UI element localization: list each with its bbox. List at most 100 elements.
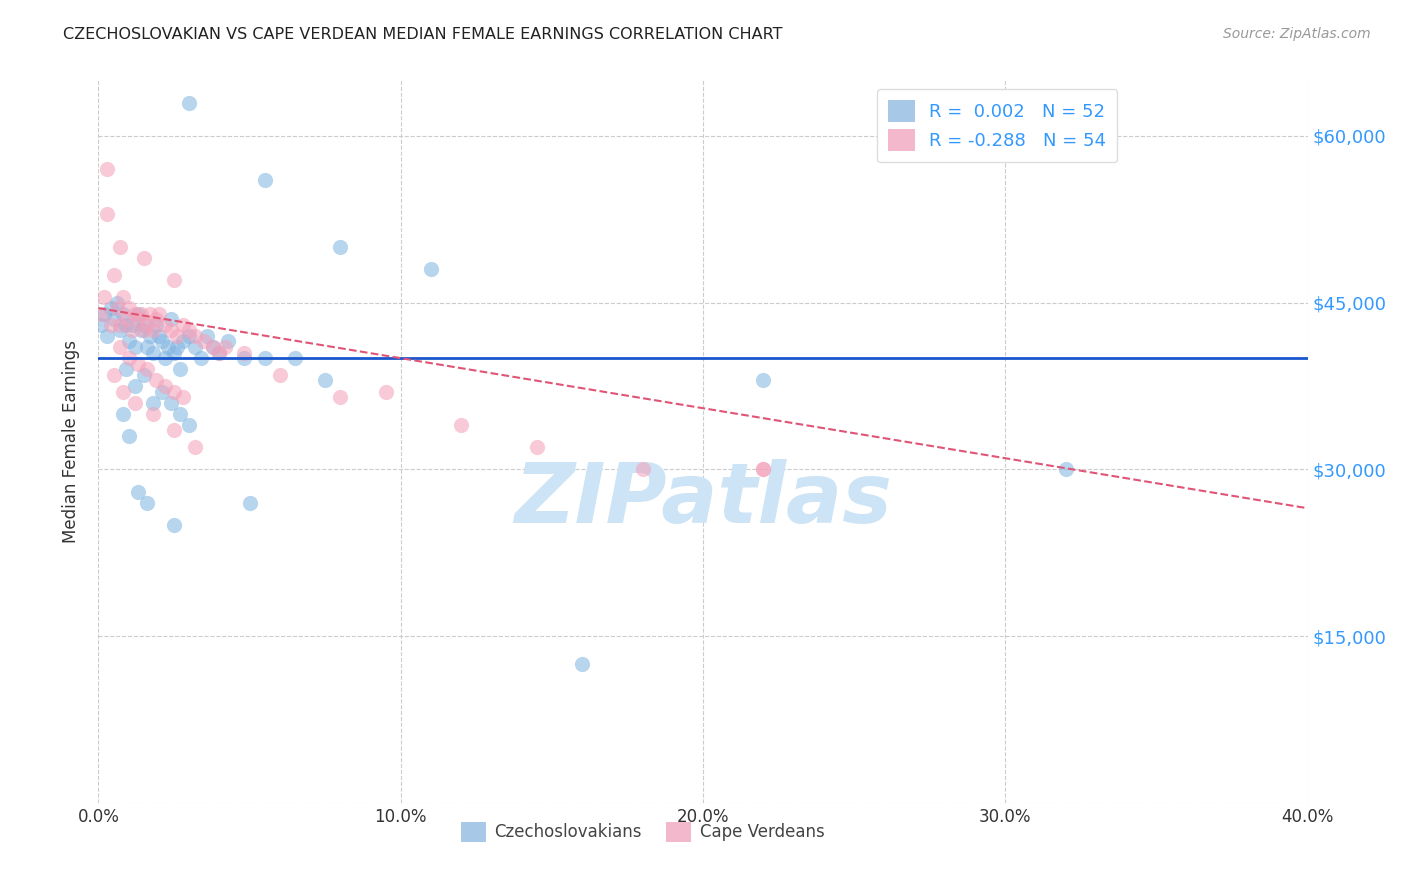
Point — [166, 340, 188, 354]
Point — [160, 312, 183, 326]
Point — [253, 351, 276, 366]
Point — [148, 307, 170, 321]
Point — [150, 384, 173, 399]
Point — [148, 329, 170, 343]
Point — [156, 340, 179, 354]
Point — [103, 312, 125, 326]
Point — [184, 440, 207, 454]
Point — [450, 417, 472, 432]
Point — [127, 357, 149, 371]
Text: ZIPatlas: ZIPatlas — [515, 458, 891, 540]
Point — [314, 373, 336, 387]
Point — [100, 318, 122, 332]
Point — [239, 496, 262, 510]
Point — [1054, 462, 1077, 476]
Point — [169, 362, 191, 376]
Point — [752, 373, 775, 387]
Point — [105, 295, 128, 310]
Point — [184, 329, 207, 343]
Point — [179, 417, 201, 432]
Point — [284, 351, 307, 366]
Point — [142, 323, 165, 337]
Point — [172, 334, 194, 349]
Point — [132, 251, 155, 265]
Point — [752, 462, 775, 476]
Point — [93, 290, 115, 304]
Point — [114, 318, 136, 332]
Point — [153, 351, 176, 366]
Point — [124, 395, 146, 409]
Point — [208, 345, 231, 359]
Point — [179, 329, 201, 343]
Point — [129, 323, 152, 337]
Point — [163, 345, 186, 359]
Point — [329, 240, 352, 254]
Point — [118, 301, 141, 315]
Point — [374, 384, 396, 399]
Point — [121, 318, 143, 332]
Point — [166, 329, 188, 343]
Point — [190, 351, 212, 366]
Point — [118, 334, 141, 349]
Point — [90, 307, 112, 321]
Y-axis label: Median Female Earnings: Median Female Earnings — [62, 340, 80, 543]
Point — [132, 318, 155, 332]
Point — [111, 307, 134, 321]
Point — [96, 207, 118, 221]
Point — [124, 340, 146, 354]
Point — [163, 517, 186, 532]
Point — [114, 362, 136, 376]
Point — [217, 334, 239, 349]
Point — [160, 323, 183, 337]
Point — [127, 312, 149, 326]
Point — [118, 351, 141, 366]
Point — [153, 318, 176, 332]
Point — [269, 368, 291, 382]
Point — [105, 301, 128, 315]
Point — [631, 462, 654, 476]
Point — [139, 329, 162, 343]
Point — [172, 390, 194, 404]
Point — [108, 318, 131, 332]
Point — [142, 395, 165, 409]
Legend: Czechoslovakians, Cape Verdeans: Czechoslovakians, Cape Verdeans — [454, 815, 831, 848]
Point — [127, 484, 149, 499]
Point — [150, 334, 173, 349]
Point — [571, 657, 593, 671]
Point — [100, 301, 122, 315]
Point — [160, 395, 183, 409]
Point — [111, 290, 134, 304]
Point — [202, 340, 225, 354]
Point — [124, 379, 146, 393]
Point — [214, 340, 236, 354]
Point — [129, 307, 152, 321]
Text: CZECHOSLOVAKIAN VS CAPE VERDEAN MEDIAN FEMALE EARNINGS CORRELATION CHART: CZECHOSLOVAKIAN VS CAPE VERDEAN MEDIAN F… — [63, 27, 783, 42]
Point — [179, 323, 201, 337]
Point — [135, 496, 157, 510]
Point — [124, 307, 146, 321]
Point — [153, 379, 176, 393]
Point — [232, 345, 254, 359]
Point — [172, 318, 194, 332]
Point — [169, 407, 191, 421]
Point — [752, 462, 775, 476]
Point — [127, 307, 149, 321]
Point — [135, 318, 157, 332]
Point — [121, 323, 143, 337]
Point — [253, 173, 276, 187]
Point — [96, 329, 118, 343]
Point — [132, 368, 155, 382]
Point — [329, 390, 352, 404]
Point — [208, 345, 231, 359]
Point — [526, 440, 548, 454]
Point — [179, 95, 201, 110]
Point — [145, 312, 167, 326]
Point — [135, 340, 157, 354]
Point — [111, 407, 134, 421]
Text: Source: ZipAtlas.com: Source: ZipAtlas.com — [1223, 27, 1371, 41]
Point — [139, 307, 162, 321]
Point — [420, 262, 443, 277]
Point — [163, 384, 186, 399]
Point — [202, 340, 225, 354]
Point — [184, 340, 207, 354]
